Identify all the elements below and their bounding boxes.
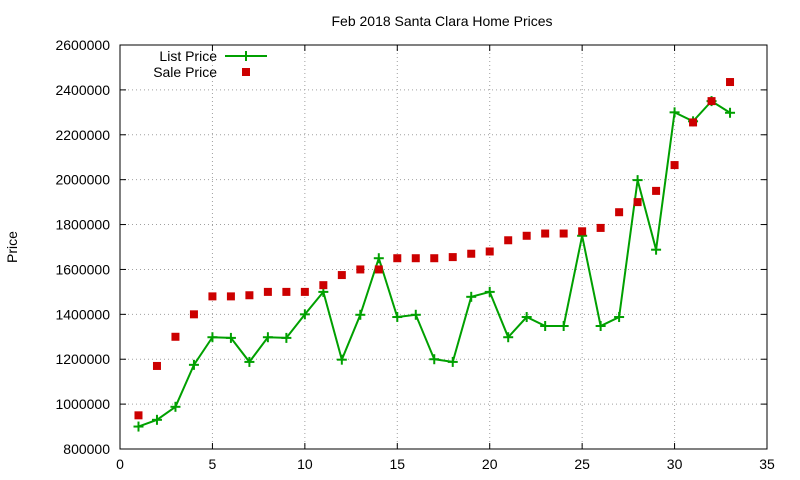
x-tick-label: 20 <box>482 456 498 472</box>
data-point-list-price <box>521 312 532 323</box>
data-point-sale-price <box>596 223 605 232</box>
data-point-sale-price <box>152 361 161 370</box>
plot-frame <box>119 44 768 450</box>
data-point-sale-price <box>356 265 365 274</box>
legend-marker-list-price <box>241 51 251 61</box>
data-point-list-price <box>447 356 458 367</box>
data-point-sale-price <box>541 229 550 238</box>
x-tick-label: 0 <box>116 456 124 472</box>
axis-ticks: 0 5 10 15 20 25 30 35 800000 1000000 1200000 140000… <box>55 37 775 472</box>
data-point-sale-price <box>337 271 346 280</box>
data-point-sale-price <box>670 161 679 170</box>
data-point-list-price <box>244 356 255 367</box>
data-point-list-price <box>225 332 236 343</box>
chart-title: Feb 2018 Santa Clara Home Prices <box>332 13 553 29</box>
x-tick-label: 5 <box>209 456 217 472</box>
data-point-list-price <box>632 175 643 186</box>
legend-label-list-price: List Price <box>159 48 217 64</box>
data-point-sale-price <box>504 236 513 245</box>
data-point-sale-price <box>319 281 328 290</box>
data-point-list-price <box>133 421 144 432</box>
data-point-sale-price <box>189 310 198 319</box>
data-point-sale-price <box>467 249 476 258</box>
data-point-list-price <box>281 332 292 343</box>
legend: List Price Sale Price <box>153 48 267 80</box>
y-tick-label: 2200000 <box>55 127 110 143</box>
y-tick-label: 2600000 <box>55 37 110 53</box>
series-list-price <box>133 96 736 432</box>
data-point-sale-price <box>226 292 235 301</box>
data-point-list-price <box>558 321 569 332</box>
data-point-sale-price <box>652 186 661 195</box>
plot-series <box>133 78 736 432</box>
data-point-sale-price <box>615 208 624 217</box>
data-point-sale-price <box>245 291 254 300</box>
series-sale-price <box>134 78 735 420</box>
data-point-list-price <box>484 286 495 297</box>
data-point-list-price <box>429 354 440 365</box>
data-point-list-price <box>651 244 662 255</box>
x-tick-label: 10 <box>297 456 313 472</box>
series-line-list-price <box>138 99 731 428</box>
data-point-list-price <box>392 312 403 323</box>
y-axis-label: Price <box>4 231 20 263</box>
data-point-sale-price <box>559 229 568 238</box>
data-point-list-price <box>540 321 551 332</box>
legend-marker-sale-price <box>242 68 250 76</box>
data-point-sale-price <box>707 97 716 106</box>
data-point-list-price <box>725 107 736 118</box>
y-tick-label: 800000 <box>63 441 110 457</box>
x-tick-label: 15 <box>389 456 405 472</box>
data-point-list-price <box>207 332 218 343</box>
legend-label-sale-price: Sale Price <box>153 64 217 80</box>
x-tick-label: 30 <box>667 456 683 472</box>
y-tick-label: 1400000 <box>55 306 110 322</box>
data-point-list-price <box>466 291 477 302</box>
y-tick-label: 1800000 <box>55 217 110 233</box>
y-tick-label: 1200000 <box>55 351 110 367</box>
x-tick-label: 25 <box>574 456 590 472</box>
data-point-sale-price <box>485 247 494 256</box>
data-point-sale-price <box>134 411 143 420</box>
data-point-sale-price <box>448 253 457 262</box>
y-tick-label: 1000000 <box>55 396 110 412</box>
x-tick-label: 35 <box>759 456 775 472</box>
data-point-sale-price <box>430 254 439 263</box>
data-point-list-price <box>373 253 384 264</box>
data-point-sale-price <box>171 332 180 341</box>
data-point-sale-price <box>522 231 531 240</box>
data-point-sale-price <box>726 78 735 87</box>
data-point-list-price <box>336 354 347 365</box>
data-point-sale-price <box>208 292 217 301</box>
y-tick-label: 2000000 <box>55 172 110 188</box>
data-point-list-price <box>299 309 310 320</box>
data-point-sale-price <box>411 254 420 263</box>
data-point-sale-price <box>300 287 309 296</box>
data-point-list-price <box>188 359 199 370</box>
y-tick-label: 1600000 <box>55 261 110 277</box>
data-point-list-price <box>503 332 514 343</box>
data-point-list-price <box>262 332 273 343</box>
data-point-list-price <box>151 414 162 425</box>
data-point-list-price <box>669 107 680 118</box>
data-point-list-price <box>614 312 625 323</box>
data-point-sale-price <box>633 198 642 207</box>
data-point-list-price <box>170 401 181 412</box>
data-point-sale-price <box>282 287 291 296</box>
data-point-sale-price <box>263 287 272 296</box>
data-point-list-price <box>410 309 421 320</box>
data-point-sale-price <box>374 265 383 274</box>
data-point-sale-price <box>689 118 698 127</box>
data-point-sale-price <box>393 254 402 263</box>
grid <box>120 45 767 449</box>
y-tick-label: 2400000 <box>55 82 110 98</box>
data-point-list-price <box>355 309 366 320</box>
data-point-sale-price <box>578 227 587 236</box>
data-point-list-price <box>595 321 606 332</box>
